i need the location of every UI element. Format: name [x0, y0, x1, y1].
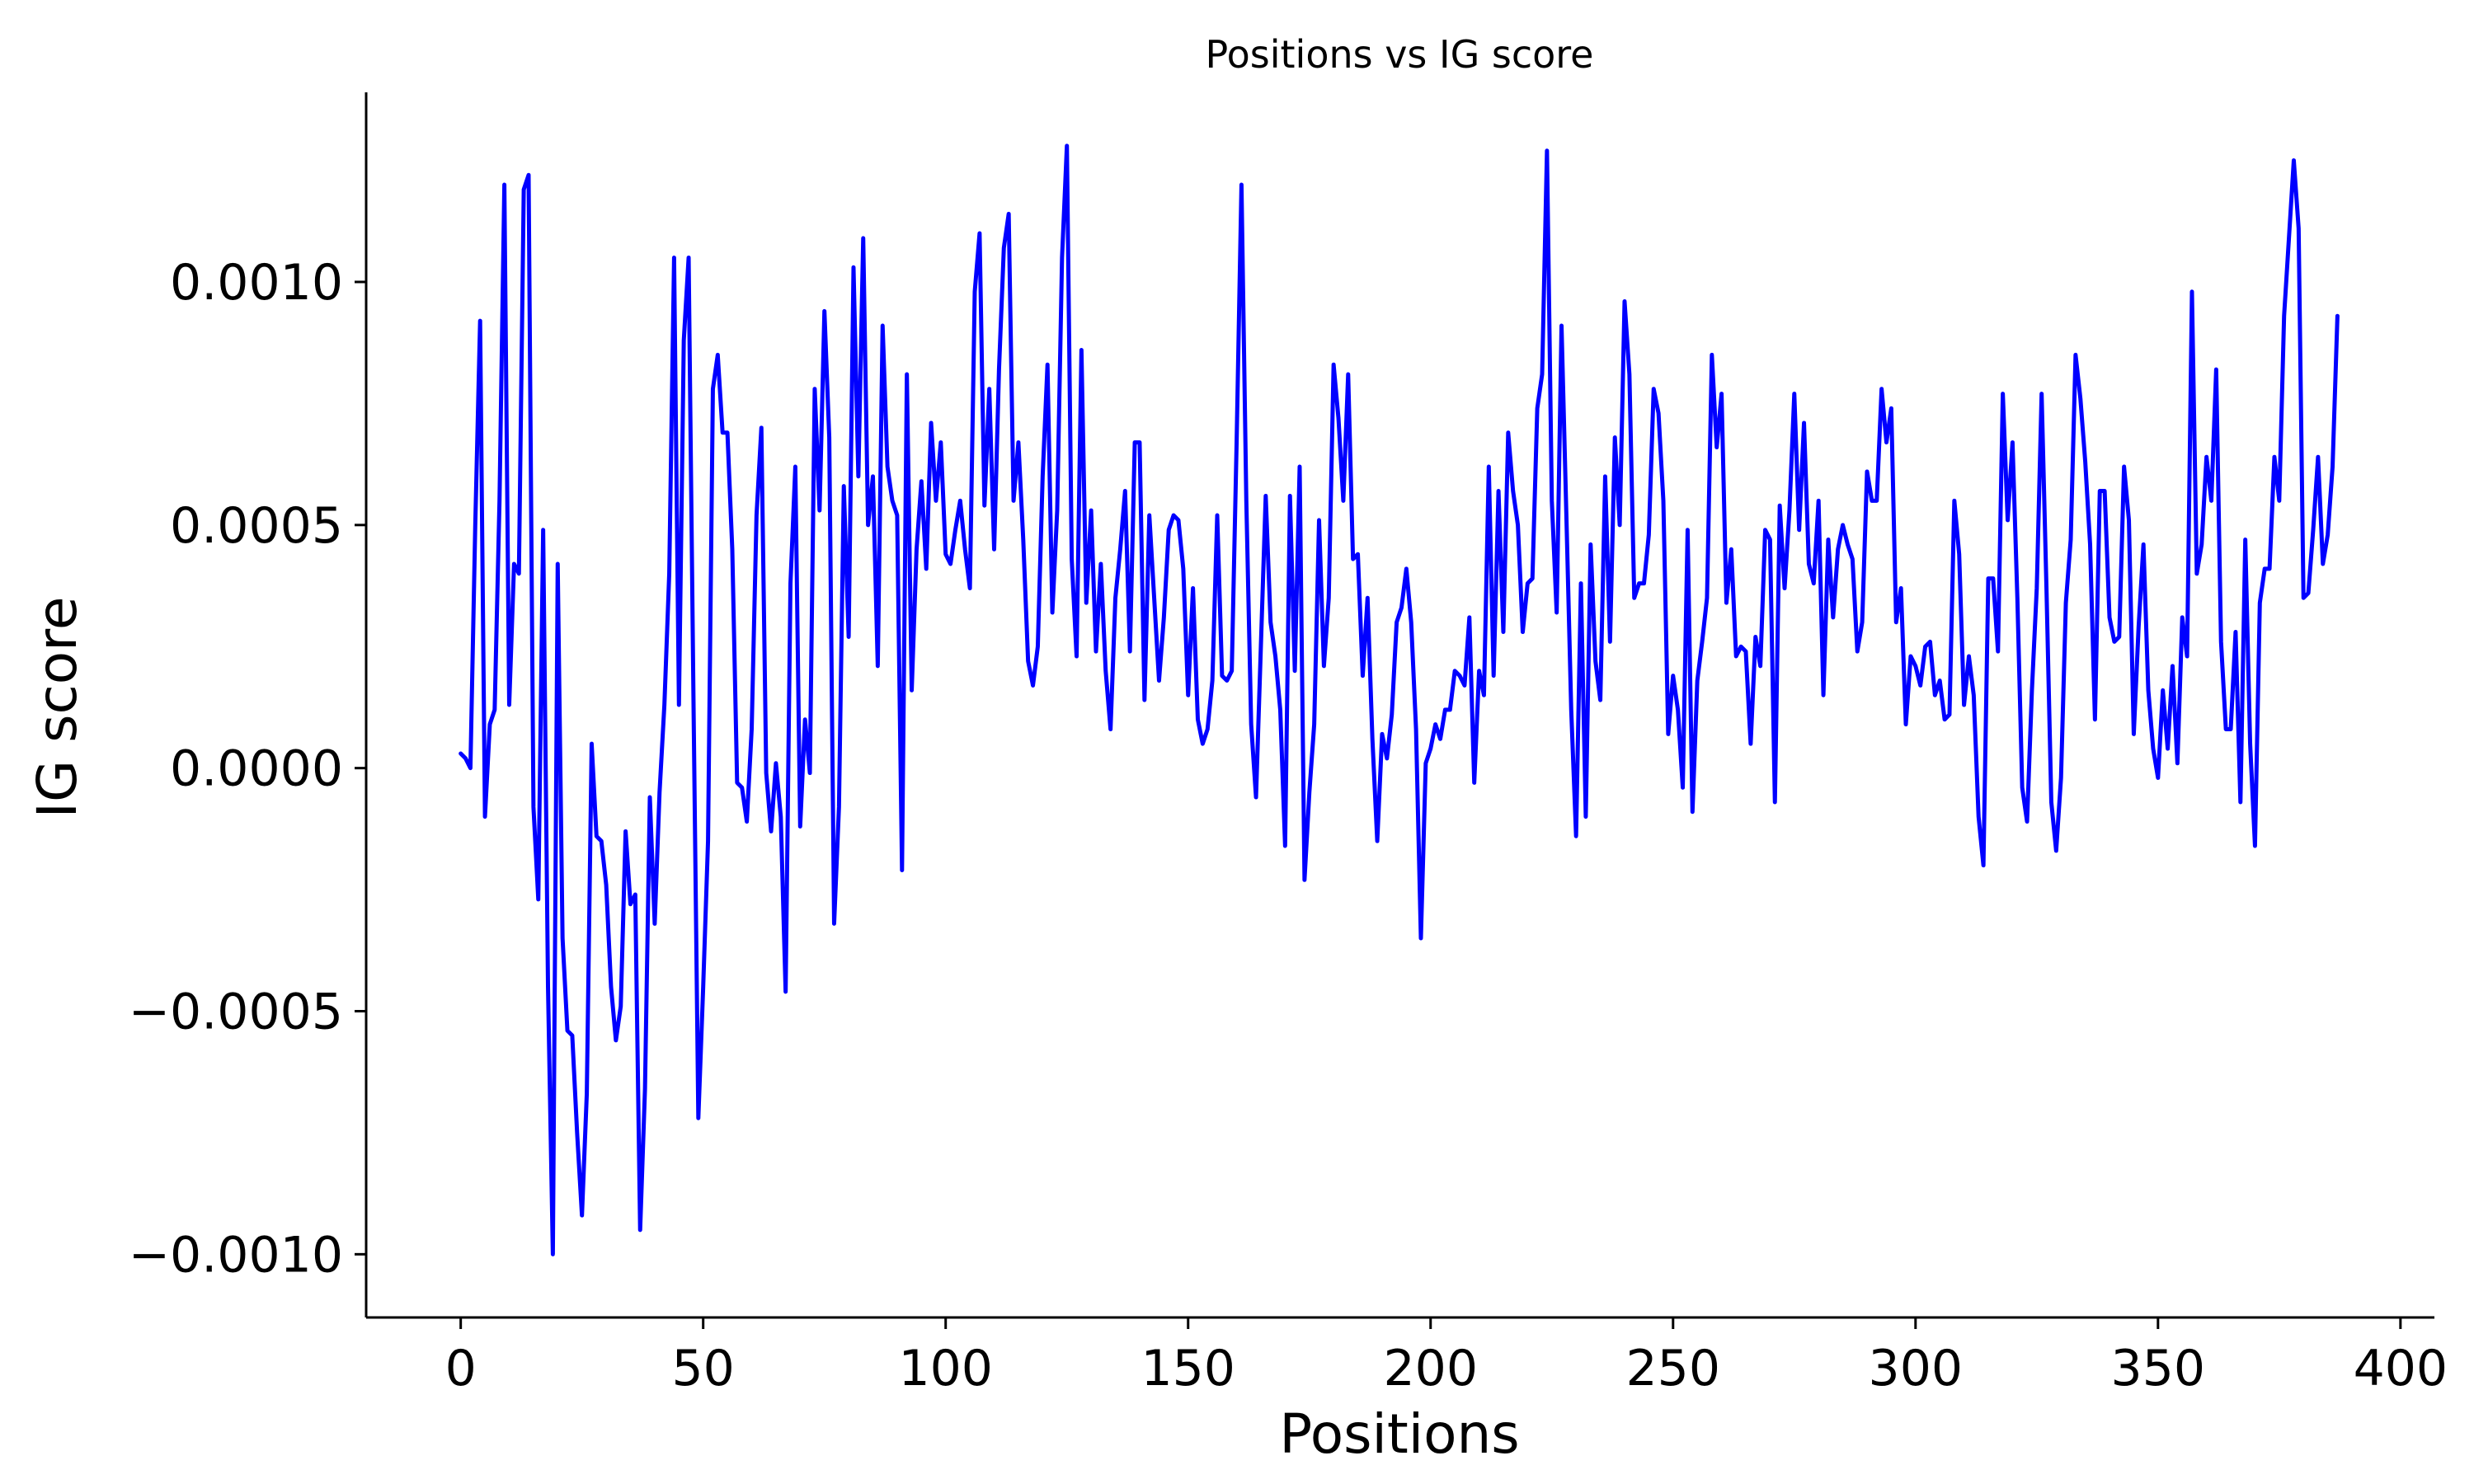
y-ticks: −0.0010 −0.0005 0.0000 0.0005 0.0010 [129, 254, 366, 1284]
x-tick-label: 150 [1141, 1340, 1235, 1397]
y-tick-label: 0.0010 [170, 254, 343, 312]
x-tick-label: 300 [1869, 1340, 1964, 1397]
y-tick-label: −0.0010 [129, 1226, 343, 1284]
x-tick-label: 350 [2111, 1340, 2206, 1397]
plot-area: 0 50 100 150 200 250 300 350 400 −0.0010 −0.0005 0… [129, 92, 2448, 1397]
y-tick-label: 0.0000 [170, 740, 343, 798]
y-tick-label: 0.0005 [170, 497, 343, 555]
x-tick-label: 250 [1626, 1340, 1721, 1397]
chart-title: Positions vs IG score [1206, 32, 1594, 77]
y-tick-label: −0.0005 [129, 984, 343, 1041]
x-axis-label: Positions [1279, 1402, 1519, 1466]
series-line [459, 143, 2340, 1256]
y-axis-label: IG score [26, 597, 89, 819]
x-tick-label: 0 [445, 1340, 477, 1397]
x-tick-label: 200 [1383, 1340, 1478, 1397]
x-tick-label: 400 [2354, 1340, 2448, 1397]
x-tick-label: 100 [898, 1340, 993, 1397]
x-tick-label: 50 [672, 1340, 735, 1397]
x-ticks: 0 50 100 150 200 250 300 350 400 [445, 1317, 2448, 1397]
